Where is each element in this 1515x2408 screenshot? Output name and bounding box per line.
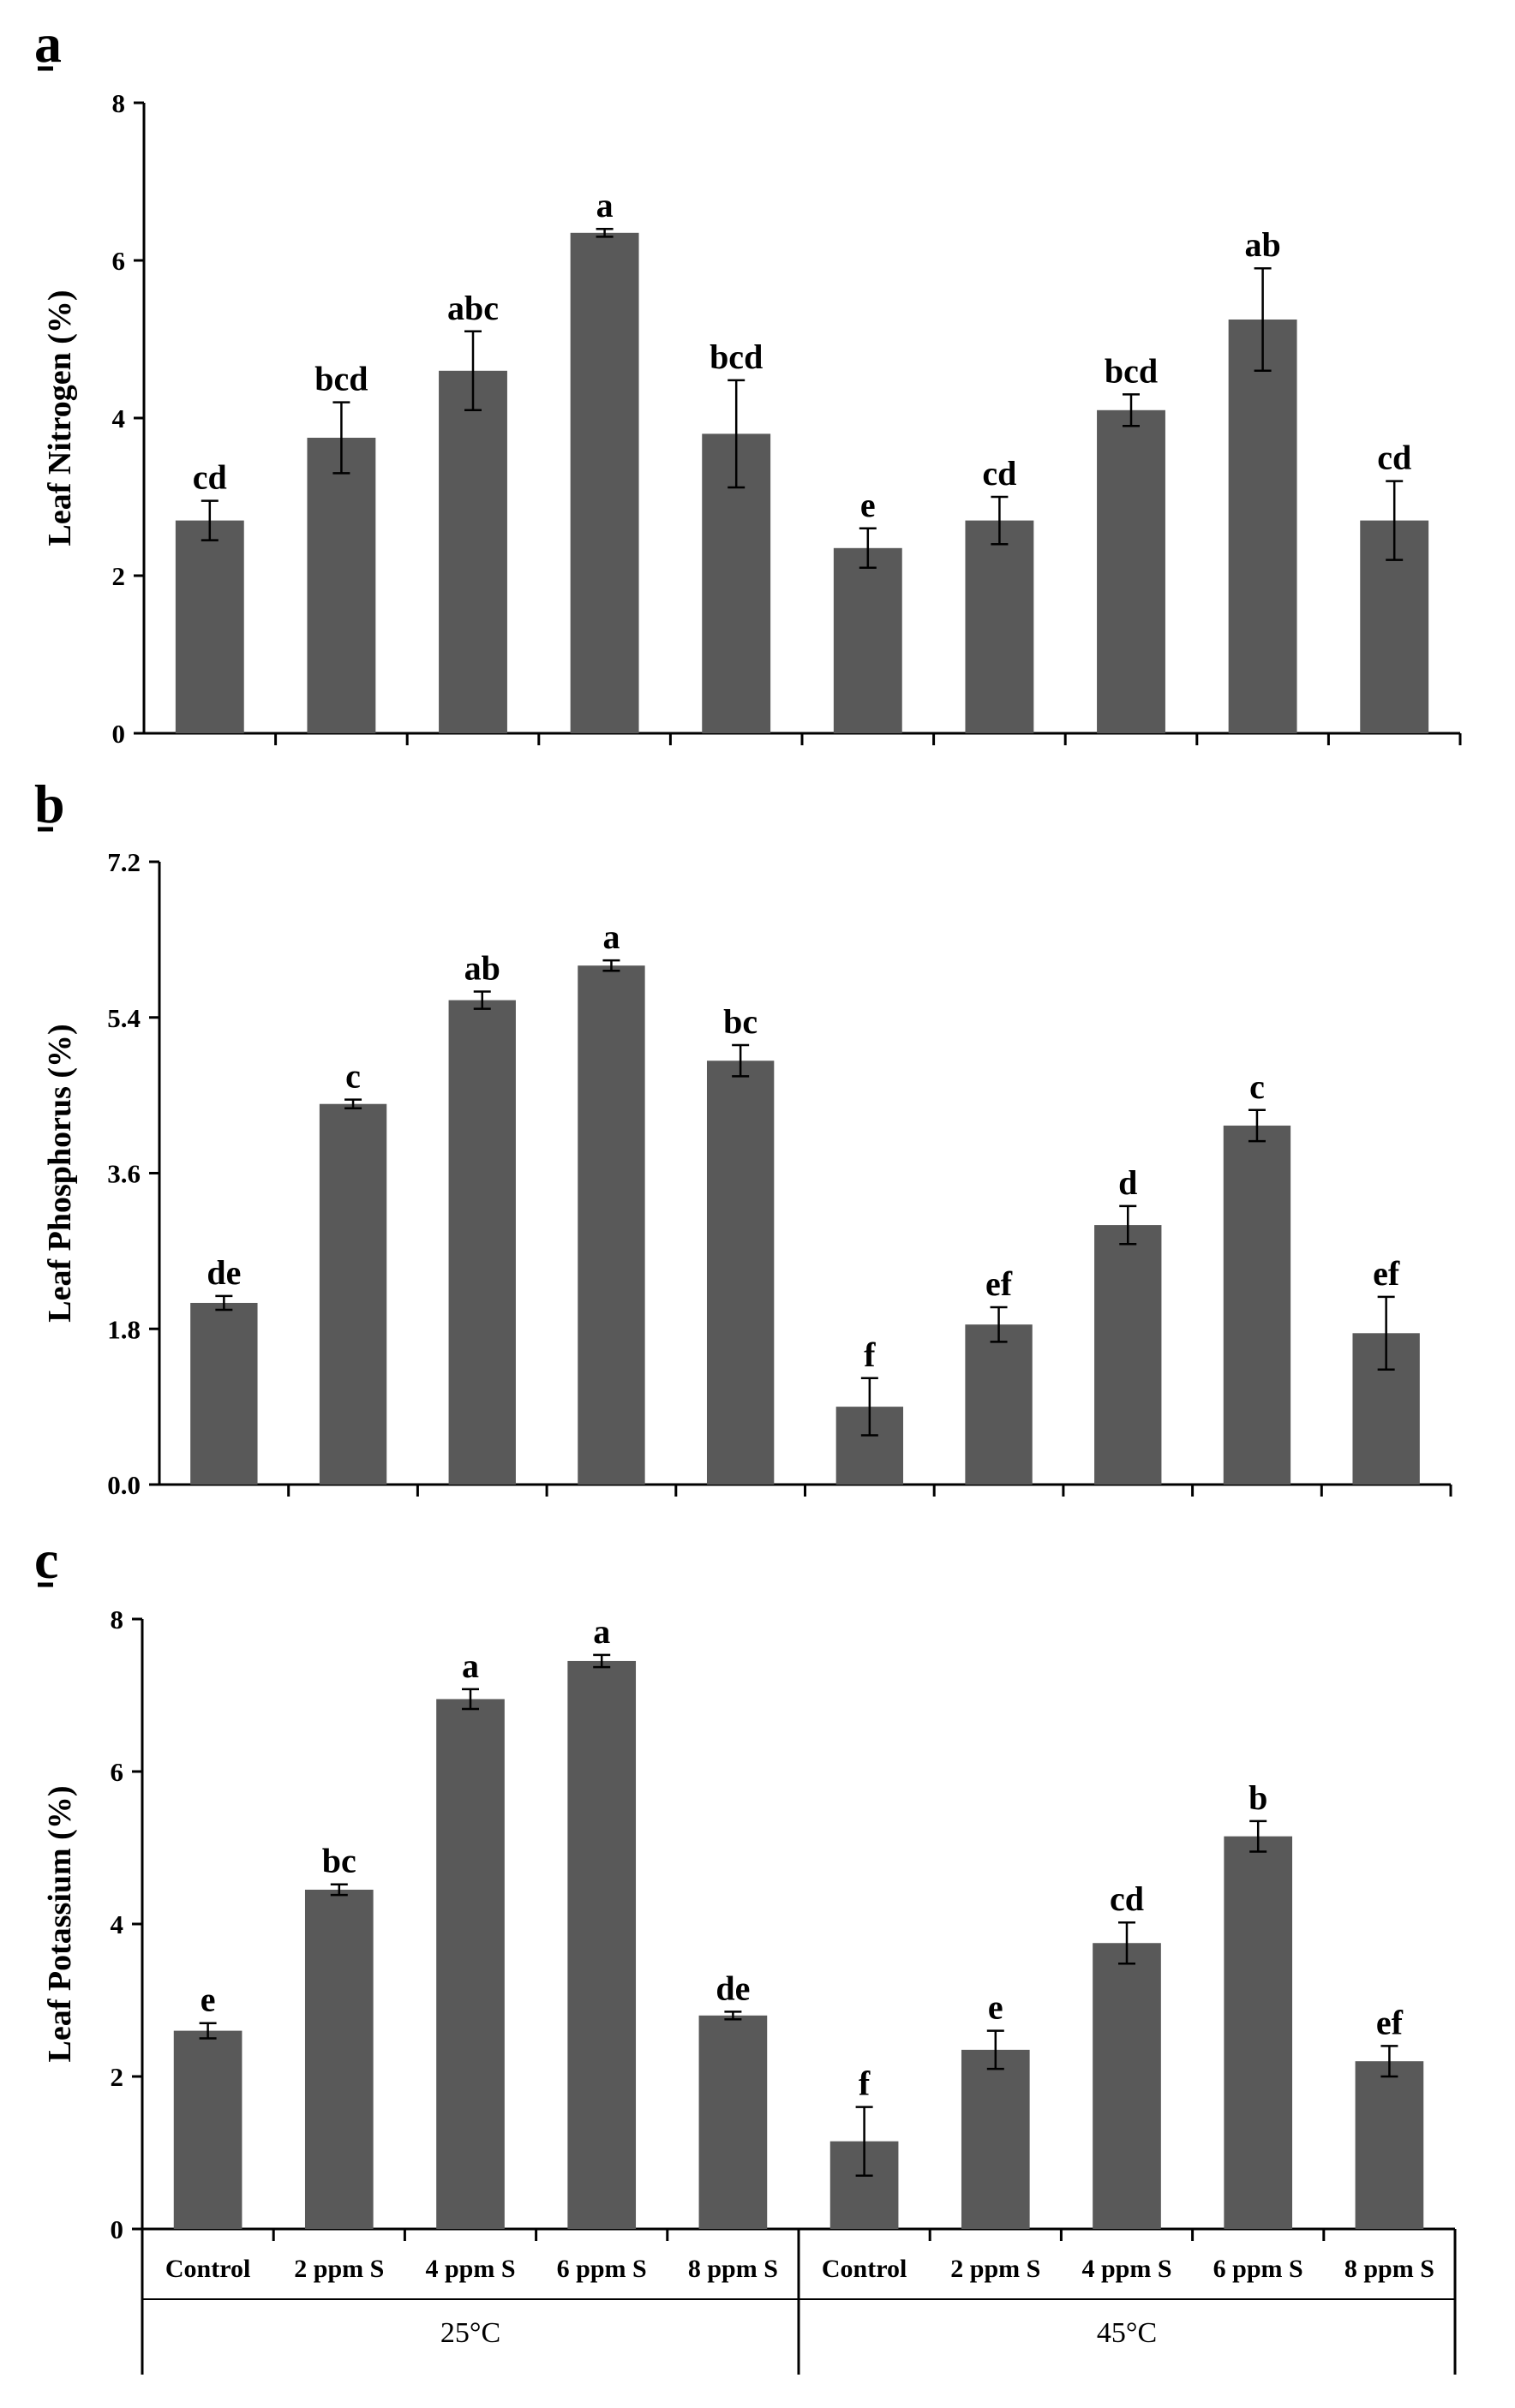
bar: [190, 1302, 258, 1485]
bar: [304, 1889, 374, 2229]
y-tick-label: 0: [111, 2214, 124, 2244]
significance-label: a: [593, 1612, 610, 1651]
significance-label: c: [345, 1057, 361, 1096]
significance-label: d: [1118, 1163, 1137, 1202]
significance-label: e: [988, 1988, 1003, 2027]
category-label: Control: [822, 2255, 907, 2283]
significance-label: ef: [985, 1264, 1013, 1303]
panel-c: c Leaf Potassium (%) 0 2 4 6 8 e bc a a de f e cd b ef Co…: [34, 1529, 1457, 2375]
y-tick-label: 8: [111, 1604, 124, 1634]
bar: [1093, 1943, 1161, 2229]
y-axis-title: Leaf Phosphorus (%): [42, 1024, 78, 1322]
bar: [1223, 1125, 1291, 1485]
bar: [439, 370, 507, 733]
category-label: 8 ppm S: [1344, 2255, 1434, 2283]
bar: [706, 1061, 775, 1485]
significance-label: ef: [1376, 2003, 1404, 2041]
bar: [570, 232, 639, 733]
bar: [698, 2015, 768, 2229]
y-tick-label: 1.8: [107, 1314, 141, 1344]
group-label: 25°C: [440, 2317, 500, 2349]
significance-label: de: [716, 1969, 750, 2007]
bar: [448, 1000, 516, 1485]
bar: [1228, 320, 1297, 733]
category-label: 2 ppm S: [950, 2255, 1040, 2283]
y-tick-label: 3.6: [107, 1159, 141, 1189]
significance-label: a: [602, 917, 620, 956]
category-label: Control: [165, 2255, 250, 2283]
significance-label: f: [864, 1335, 876, 1374]
y-tick-label: 8: [112, 88, 126, 118]
significance-label: c: [1249, 1067, 1265, 1106]
bar: [578, 965, 645, 1485]
significance-label: a: [462, 1646, 479, 1685]
significance-label: b: [1249, 1778, 1267, 1817]
y-tick-label: 6: [112, 246, 126, 276]
y-tick-label: 5.4: [107, 1003, 141, 1033]
category-label: 6 ppm S: [557, 2255, 647, 2283]
bar: [1355, 2061, 1424, 2229]
bar: [961, 2049, 1030, 2229]
bar: [567, 1660, 637, 2229]
bar: [173, 2030, 243, 2229]
panel-letter: a: [34, 13, 62, 74]
significance-label: e: [860, 486, 876, 524]
y-tick-label: 7.2: [107, 847, 141, 877]
group-label: 45°C: [1097, 2317, 1157, 2349]
y-axis-title: Leaf Nitrogen (%): [42, 290, 78, 546]
category-label: 2 ppm S: [294, 2255, 384, 2283]
y-tick-label: 4: [112, 403, 126, 433]
category-label: 4 ppm S: [1081, 2255, 1171, 2283]
significance-label: bcd: [314, 360, 368, 398]
bar: [307, 438, 376, 733]
significance-label: abc: [447, 289, 499, 327]
y-axis-title: Leaf Potassium (%): [42, 1786, 78, 2063]
category-label: 6 ppm S: [1213, 2255, 1303, 2283]
significance-label: ab: [1244, 225, 1280, 264]
significance-label: bc: [723, 1002, 758, 1041]
bar: [965, 520, 1034, 733]
y-tick-label: 6: [111, 1757, 124, 1787]
bar: [1094, 1225, 1162, 1485]
panel-letter: b: [34, 774, 65, 834]
significance-label: a: [596, 186, 614, 224]
category-label: 4 ppm S: [425, 2255, 515, 2283]
significance-label: cd: [193, 458, 227, 497]
y-tick-label: 2: [111, 2062, 124, 2092]
category-label: 8 ppm S: [688, 2255, 778, 2283]
bar: [1224, 1836, 1293, 2229]
bar: [436, 1699, 505, 2229]
significance-label: de: [207, 1253, 241, 1292]
bar: [833, 547, 902, 733]
y-tick-label: 0.0: [107, 1470, 141, 1500]
significance-label: cd: [1377, 439, 1411, 477]
significance-label: e: [201, 1981, 216, 2019]
significance-label: cd: [982, 454, 1016, 493]
y-tick-label: 2: [112, 561, 126, 591]
bar: [319, 1103, 387, 1485]
significance-label: bcd: [1105, 351, 1158, 390]
y-tick-label: 4: [111, 1909, 124, 1939]
significance-label: bcd: [710, 338, 763, 376]
significance-label: cd: [1110, 1879, 1144, 1918]
significance-label: ab: [464, 948, 500, 987]
y-tick-label: 0: [112, 719, 126, 749]
significance-label: bc: [322, 1842, 356, 1880]
bar: [965, 1324, 1033, 1485]
significance-label: f: [859, 2064, 871, 2103]
bar: [1097, 409, 1165, 733]
significance-label: ef: [1373, 1254, 1400, 1293]
panel-letter: c: [34, 1529, 58, 1590]
bar: [175, 520, 244, 733]
